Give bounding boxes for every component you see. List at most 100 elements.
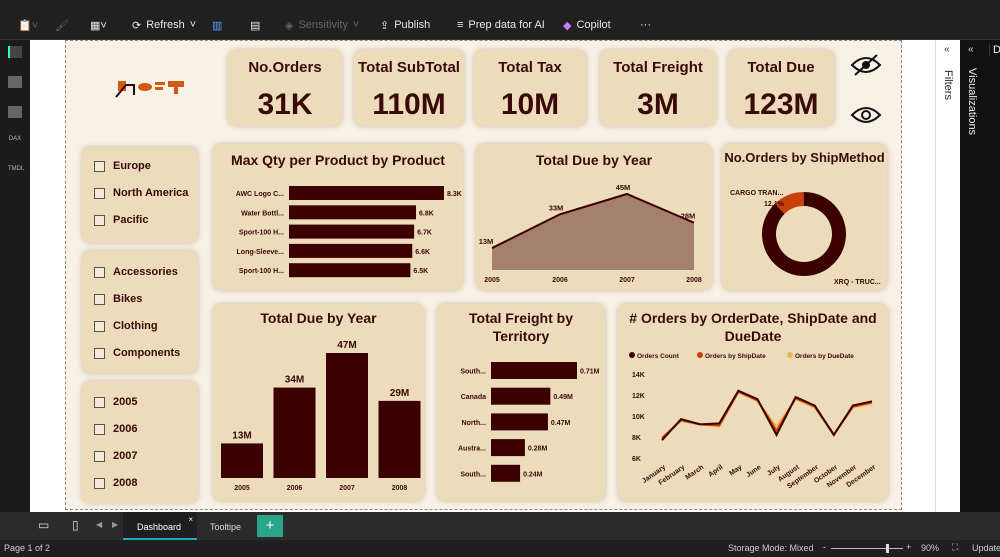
- category-label: Long-Sleeve...: [237, 249, 285, 256]
- kpi-card-total-subtotal: Total SubTotal 110M: [354, 50, 464, 126]
- slicer-item[interactable]: Europe: [94, 160, 151, 173]
- zoom-slider-thumb[interactable]: [886, 544, 890, 553]
- x-tick-label: May: [728, 464, 743, 478]
- update-button[interactable]: Update: [972, 543, 1000, 553]
- tab-tooltipe[interactable]: Tooltipe: [210, 522, 242, 532]
- slicer-item[interactable]: 2007: [94, 450, 137, 463]
- freight-territory-chart[interactable]: Total Freight by Territory South... 0.71M C…: [437, 304, 605, 501]
- get-data-button[interactable]: ▦˅: [90, 19, 107, 32]
- area-line: [491, 192, 695, 249]
- publish-button[interactable]: ⇪ Publish: [380, 14, 430, 36]
- checkbox[interactable]: [94, 161, 105, 172]
- more-button[interactable]: ···: [640, 19, 651, 31]
- report-view-icon[interactable]: [8, 46, 22, 58]
- copilot-button[interactable]: ◆ Copilot: [563, 14, 611, 36]
- territory-slicer: Europe North America Pacific: [82, 147, 198, 243]
- table-view-icon[interactable]: [8, 76, 22, 88]
- show-eye-icon[interactable]: [849, 103, 883, 127]
- category-label: Water Bottl...: [241, 210, 284, 217]
- calculator-icon[interactable]: ▤: [250, 19, 261, 32]
- slicer-item[interactable]: Accessories: [94, 266, 178, 279]
- sensitivity-button[interactable]: ◈ Sensitivity ˅: [285, 19, 360, 32]
- visualizations-pane[interactable]: « Visualizations D: [960, 40, 1000, 512]
- refresh-button[interactable]: ⟳ Refresh ˅: [132, 19, 197, 32]
- slicer-item[interactable]: Pacific: [94, 214, 148, 227]
- prev-page-icon[interactable]: ◀: [96, 520, 103, 529]
- collapse-viz-icon[interactable]: «: [968, 44, 974, 55]
- checkbox[interactable]: [94, 451, 105, 462]
- left-view-rail: DAX TMDL: [0, 40, 30, 512]
- add-page-button[interactable]: +: [257, 515, 283, 537]
- checkbox[interactable]: [94, 397, 105, 408]
- refresh-label: Refresh: [146, 19, 185, 31]
- model-view-icon[interactable]: [8, 106, 22, 118]
- report-page: No.Orders 31K Total SubTotal 110M Total Tax 1…: [65, 40, 902, 510]
- prep-data-button[interactable]: ≡ Prep data for AI: [457, 14, 545, 36]
- filters-pane[interactable]: « Filters: [935, 40, 960, 512]
- category-label: AWC Logo C...: [236, 191, 284, 198]
- total-due-column-chart[interactable]: Total Due by Year 13M 2005 34M 2006 47M 2007 29…: [213, 304, 424, 501]
- checkbox[interactable]: [94, 267, 105, 278]
- slicer-label: 2006: [113, 423, 138, 435]
- collapse-filters-icon[interactable]: «: [944, 44, 950, 55]
- slicer-item[interactable]: 2008: [94, 477, 137, 490]
- x-tick-label: 2007: [619, 277, 635, 284]
- slicer-item[interactable]: Clothing: [94, 320, 158, 333]
- paste-icon[interactable]: 📋˅: [18, 19, 39, 32]
- legend-label: Orders Count: [637, 353, 680, 360]
- checkbox[interactable]: [94, 215, 105, 226]
- category-label: Austra...: [458, 446, 486, 453]
- data-label: 45M: [616, 183, 631, 192]
- data-pane-label[interactable]: D: [989, 44, 1000, 56]
- data-label: 47M: [337, 340, 356, 351]
- visualizations-label: Visualizations: [966, 68, 978, 136]
- zoom-in-button[interactable]: +: [906, 542, 912, 552]
- desktop-layout-icon[interactable]: ▭: [38, 518, 50, 532]
- zoom-slider[interactable]: [831, 544, 903, 553]
- data-label: 33M: [549, 203, 564, 212]
- category-label: South...: [460, 369, 486, 376]
- slice-name: CARGO TRAN...: [730, 190, 783, 197]
- new-visual-icon[interactable]: ▥: [212, 19, 223, 32]
- sensitivity-icon: ◈: [285, 19, 294, 32]
- data-label: 6.5K: [413, 268, 428, 275]
- slicer-item[interactable]: 2006: [94, 423, 137, 436]
- checkbox[interactable]: [94, 478, 105, 489]
- tab-dashboard[interactable]: Dashboard ×: [123, 512, 197, 540]
- checkbox[interactable]: [94, 294, 105, 305]
- dax-view-icon[interactable]: DAX: [8, 136, 22, 142]
- mobile-layout-icon[interactable]: ▯: [72, 518, 79, 532]
- next-page-icon[interactable]: ▶: [112, 520, 119, 529]
- hide-eye-icon[interactable]: [849, 53, 883, 77]
- zoom-out-button[interactable]: -: [823, 542, 826, 552]
- total-due-area-chart[interactable]: Total Due by Year 13M 2005 33M 2006 45M 2007 28…: [476, 144, 712, 290]
- orders-line-chart[interactable]: # Orders by OrderDate, ShipDate and DueD…: [618, 304, 888, 501]
- legend-marker: [787, 352, 793, 358]
- slicer-label: Components: [113, 347, 181, 359]
- checkbox[interactable]: [94, 424, 105, 435]
- slicer-label: Clothing: [113, 320, 158, 332]
- tmdl-view-icon[interactable]: TMDL: [8, 166, 25, 172]
- kpi-value: 110M: [372, 88, 446, 121]
- format-painter-icon[interactable]: 🖌: [55, 19, 69, 32]
- slicer-item[interactable]: Components: [94, 347, 180, 360]
- checkbox[interactable]: [94, 188, 105, 199]
- checkbox[interactable]: [94, 348, 105, 359]
- max-qty-chart[interactable]: Max Qty per Product by Product AWC Logo C…: [213, 144, 463, 290]
- series-line: [661, 389, 873, 441]
- category-label: North...: [462, 420, 487, 427]
- bar: [289, 263, 411, 278]
- legend-label: Orders by ShipDate: [705, 353, 766, 360]
- checkbox[interactable]: [94, 321, 105, 332]
- data-label: 13M: [232, 430, 251, 441]
- slicer-item[interactable]: Bikes: [94, 293, 142, 306]
- storage-mode: Storage Mode: Mixed: [728, 543, 814, 553]
- slicer-item[interactable]: North America: [94, 187, 188, 200]
- legend-label: Orders by DueDate: [795, 353, 854, 360]
- close-tab-icon[interactable]: ×: [188, 515, 193, 524]
- shipmethod-donut-chart[interactable]: No.Orders by ShipMethod CARGO TRAN... 12.1…: [722, 144, 887, 290]
- bar: [289, 205, 416, 220]
- slicer-item[interactable]: 2005: [94, 396, 137, 409]
- fit-page-icon[interactable]: ⛶: [952, 542, 959, 552]
- ribbon-toolbar: 📋˅ 🖌 ▦˅ ⟳ Refresh ˅ ▥ ▤ ◈ Sensitivity ˅ ⇪ Pub…: [0, 0, 1000, 40]
